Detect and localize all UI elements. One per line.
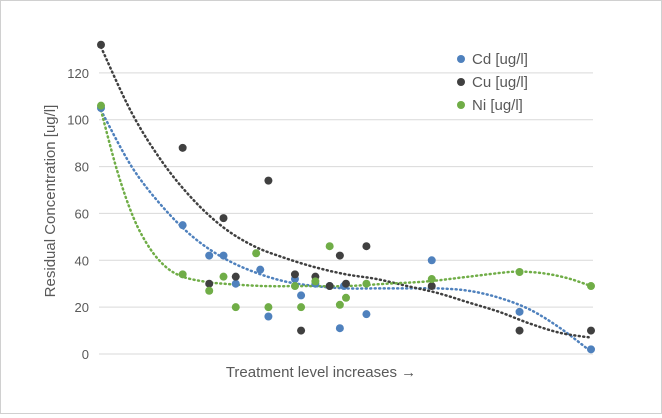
legend-label: Cu [ug/l] xyxy=(472,74,528,91)
data-point xyxy=(264,303,273,312)
data-point xyxy=(97,101,105,110)
data-point xyxy=(231,272,240,281)
data-point xyxy=(362,242,371,251)
data-point xyxy=(515,307,524,316)
data-point xyxy=(335,251,344,260)
data-point xyxy=(219,272,228,281)
data-points xyxy=(97,40,595,354)
data-point xyxy=(290,282,299,291)
data-point xyxy=(515,268,524,276)
data-point xyxy=(587,345,595,354)
legend-marker xyxy=(457,55,465,63)
data-point xyxy=(297,326,306,335)
trendlines xyxy=(99,45,593,353)
data-point xyxy=(290,270,299,279)
data-point xyxy=(297,303,306,312)
data-point xyxy=(297,291,306,300)
data-point xyxy=(342,293,350,302)
legend-marker xyxy=(457,78,465,86)
data-point xyxy=(205,286,214,295)
legend: Cd [ug/l] Cu [ug/l] Ni [ug/l] xyxy=(457,51,528,114)
data-point xyxy=(205,251,214,260)
x-axis-label: Treatment level increases → xyxy=(226,364,416,381)
data-point xyxy=(205,279,214,288)
grid-lines xyxy=(99,72,593,355)
y-axis-label: Residual Concentration [ug/l] xyxy=(42,105,59,298)
data-point xyxy=(362,310,371,319)
trendline xyxy=(99,45,593,339)
trendline xyxy=(99,109,593,288)
data-point xyxy=(264,176,273,185)
y-tick-label: 120 xyxy=(67,66,89,81)
y-tick-label: 100 xyxy=(67,113,89,128)
data-point xyxy=(427,275,436,284)
data-point xyxy=(231,303,240,312)
data-point xyxy=(515,326,524,335)
legend-label: Cd [ug/l] xyxy=(472,51,528,68)
data-point xyxy=(325,242,334,251)
data-point xyxy=(587,326,595,335)
data-point xyxy=(97,40,105,49)
y-tick-label: 60 xyxy=(75,206,89,221)
data-point xyxy=(178,221,187,230)
data-point xyxy=(219,251,228,260)
trendline xyxy=(99,109,593,353)
data-point xyxy=(335,300,344,309)
data-point xyxy=(219,214,228,223)
data-point xyxy=(231,279,240,288)
data-point xyxy=(311,277,320,286)
data-point xyxy=(427,282,436,291)
legend-label: Ni [ug/l] xyxy=(472,97,523,114)
legend-marker xyxy=(457,101,465,109)
data-point xyxy=(178,270,187,279)
data-point xyxy=(427,256,436,265)
data-point xyxy=(252,249,261,258)
data-point xyxy=(362,279,371,288)
y-tick-labels: 0 20 40 60 80 100 120 xyxy=(67,66,89,362)
data-point xyxy=(342,279,350,288)
data-point xyxy=(587,282,595,291)
y-tick-label: 40 xyxy=(75,253,89,268)
data-point xyxy=(256,265,265,274)
data-point xyxy=(178,143,187,152)
data-point xyxy=(264,312,273,321)
data-point xyxy=(325,282,334,291)
y-tick-label: 80 xyxy=(75,160,89,175)
y-tick-label: 0 xyxy=(82,347,89,362)
data-point xyxy=(335,324,344,333)
y-tick-label: 20 xyxy=(75,300,89,315)
